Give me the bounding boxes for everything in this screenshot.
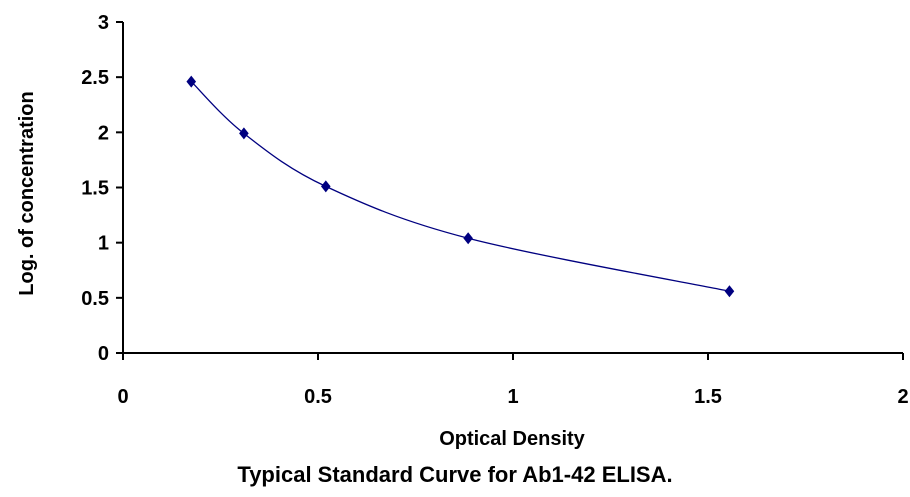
x-tick-label: 0 <box>117 386 128 408</box>
data-point <box>463 232 473 245</box>
y-tick-label: 3 <box>98 12 109 34</box>
x-tick-label: 2 <box>897 386 908 408</box>
data-point <box>239 127 249 140</box>
y-tick-labels: 0 0.5 1 1.5 2 2.5 3 <box>81 12 109 365</box>
data-point <box>186 75 197 88</box>
y-tick-label: 1 <box>98 233 109 255</box>
trend-curve <box>190 81 730 292</box>
x-axis-title: Optical Density <box>439 428 585 450</box>
x-tick-label: 0.5 <box>304 386 332 408</box>
data-point <box>321 180 331 193</box>
x-tick-label: 1.5 <box>694 386 722 408</box>
x-tick-label: 1 <box>507 386 518 408</box>
y-tick-label: 1.5 <box>81 178 109 200</box>
data-point <box>724 285 735 298</box>
data-points <box>186 75 735 298</box>
x-tick-labels: 0 0.5 1 1.5 2 <box>117 386 908 408</box>
y-tick-label: 0 <box>98 343 109 365</box>
y-axis-title: Log. of concentration <box>16 91 38 295</box>
x-tick-marks <box>122 353 904 360</box>
y-tick-label: 2 <box>98 122 109 144</box>
axes <box>116 21 904 360</box>
y-tick-marks <box>116 21 123 354</box>
chart-caption: Typical Standard Curve for Ab1-42 ELISA. <box>237 462 672 487</box>
y-tick-label: 0.5 <box>81 288 109 310</box>
y-tick-label: 2.5 <box>81 67 109 89</box>
